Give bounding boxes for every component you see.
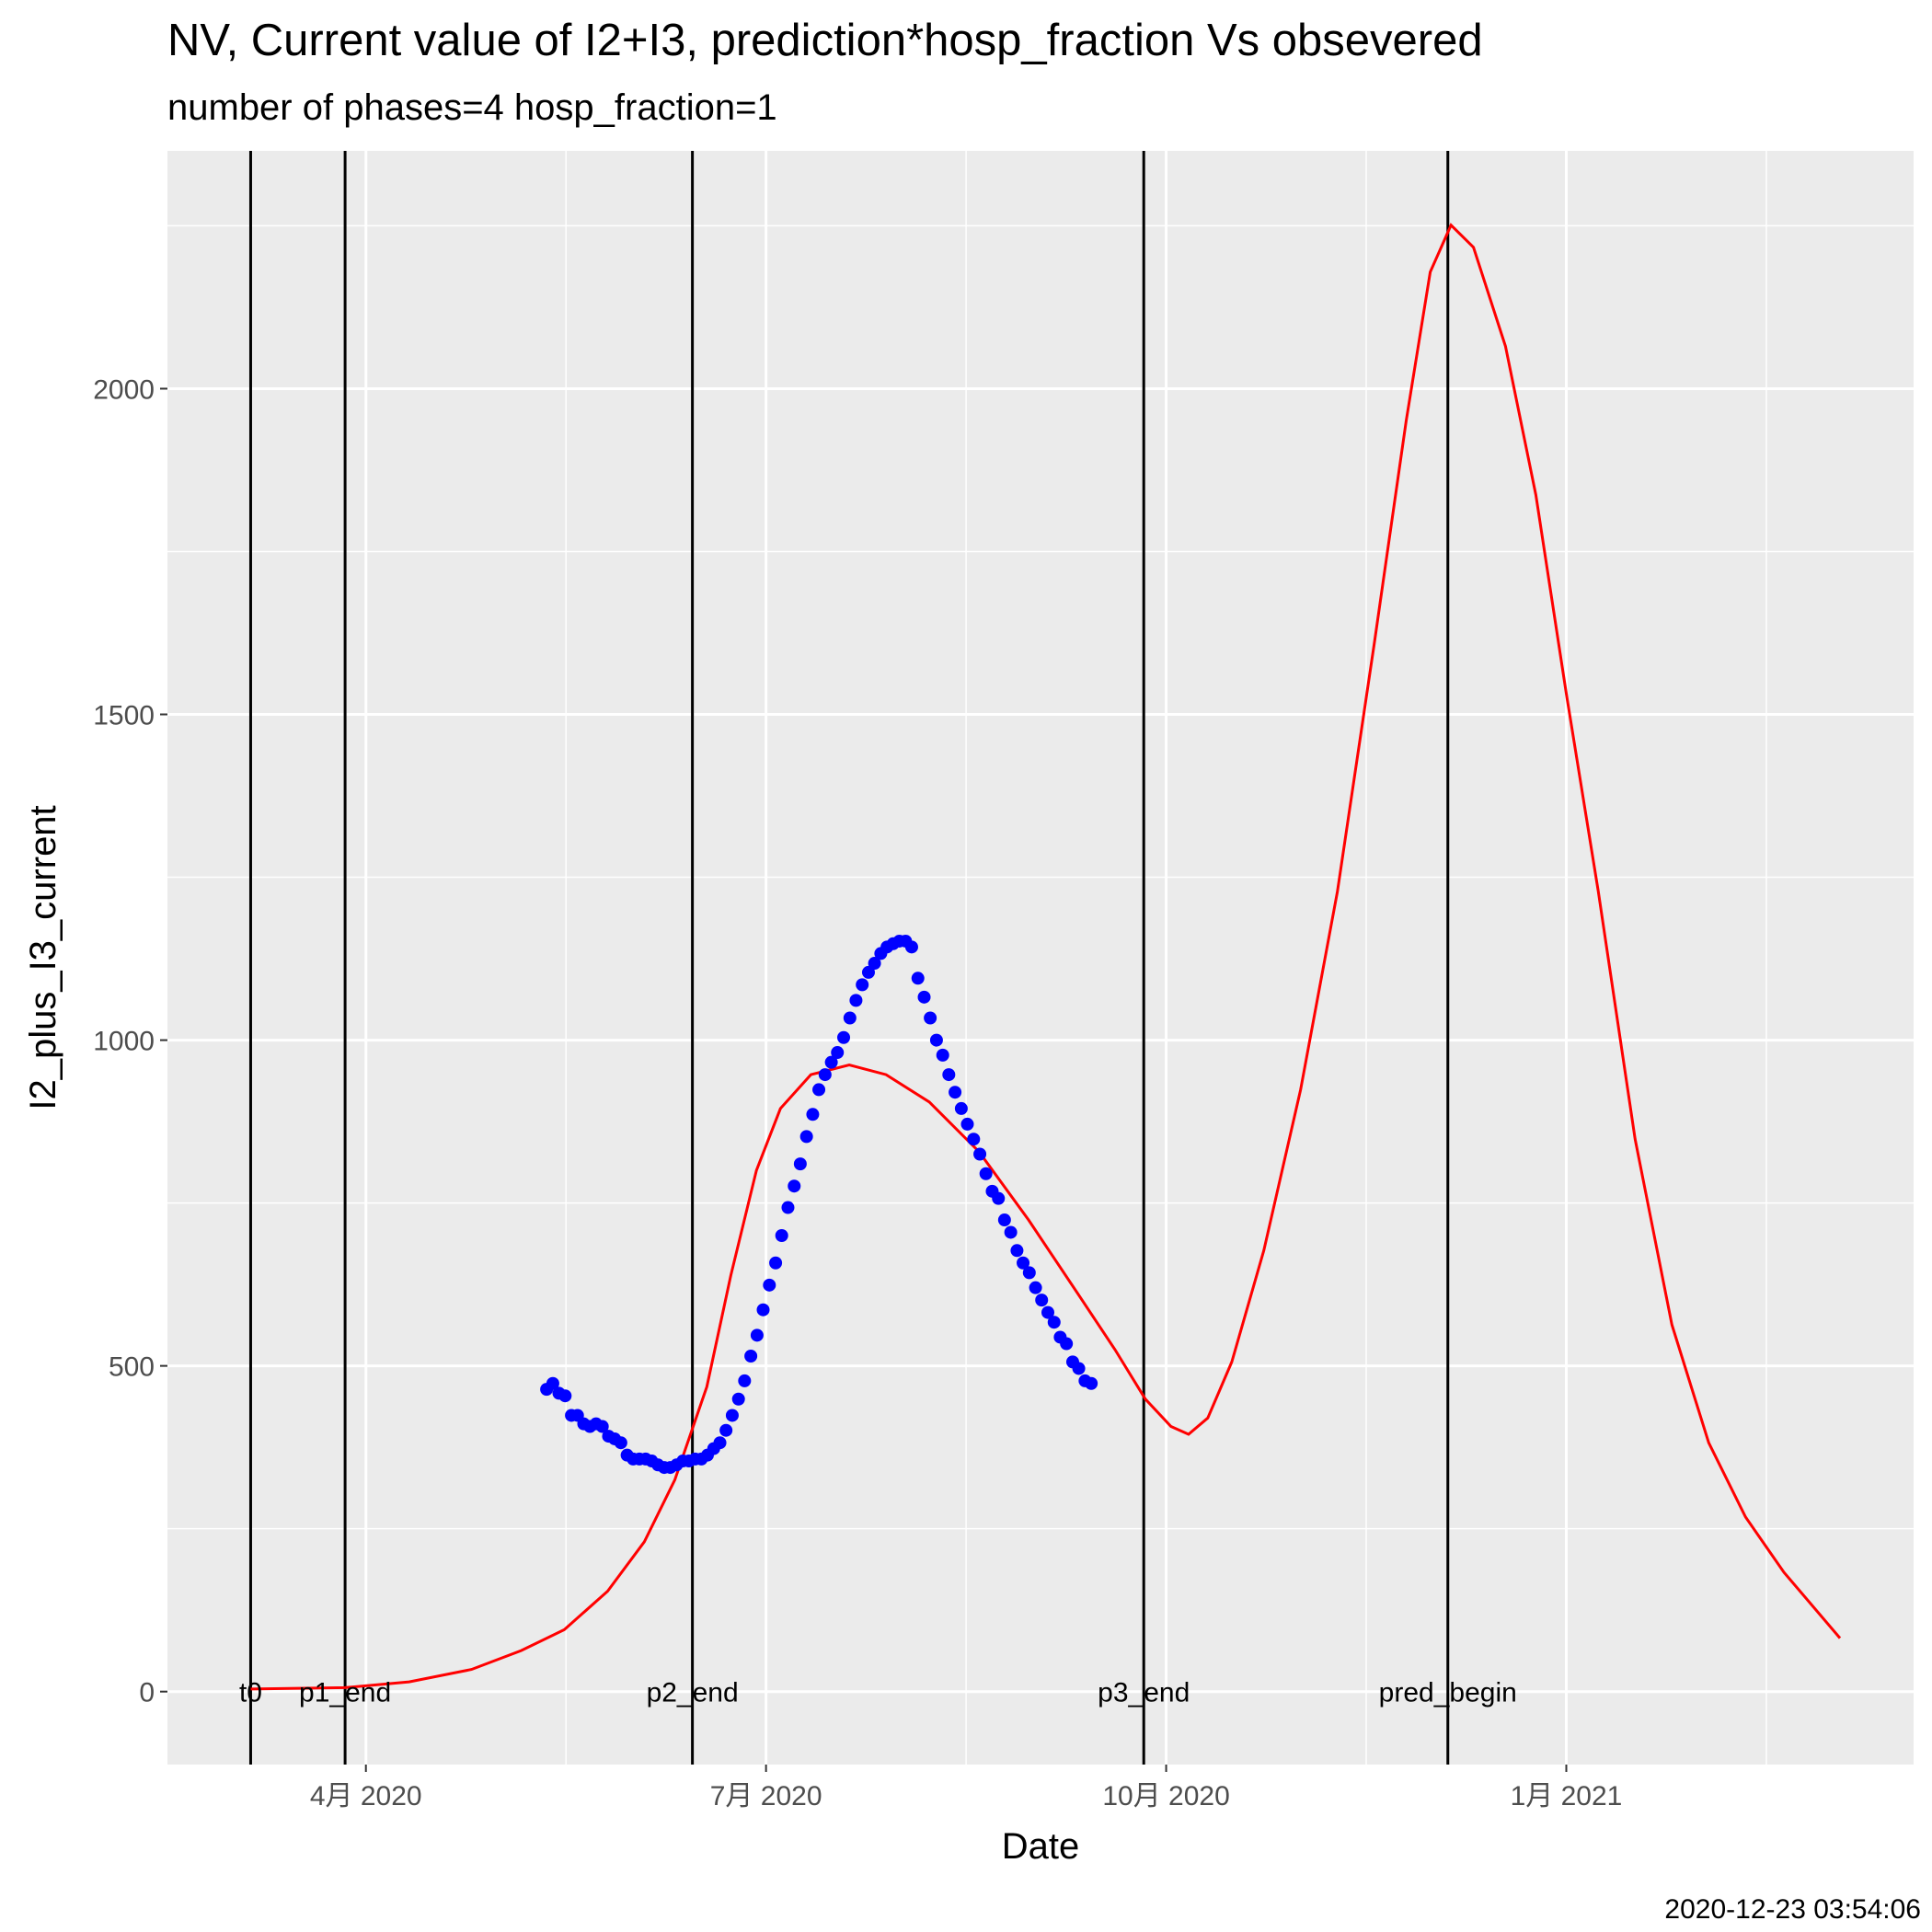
observed-point (788, 1179, 801, 1193)
y-tick-label: 1500 (93, 701, 155, 731)
x-tick-label: 1月 2021 (1511, 1781, 1623, 1811)
observed-point (1022, 1266, 1036, 1280)
phase-label: pred_begin (1379, 1678, 1517, 1708)
observed-point (1047, 1316, 1061, 1329)
observed-point (954, 1101, 968, 1115)
observed-point (806, 1108, 820, 1121)
observed-point (856, 978, 869, 992)
observed-point (861, 965, 875, 979)
observed-point (960, 1117, 974, 1131)
x-tick-label: 4月 2020 (310, 1781, 422, 1811)
observed-point (843, 1011, 857, 1025)
observed-point (725, 1409, 739, 1422)
observed-point (1004, 1225, 1018, 1239)
observed-point (775, 1229, 788, 1243)
observed-point (793, 1157, 807, 1171)
observed-point (1072, 1362, 1086, 1375)
phase-label: p3_end (1098, 1678, 1190, 1708)
observed-point (731, 1392, 745, 1406)
observed-point (750, 1328, 764, 1342)
observed-point (949, 1086, 962, 1099)
phase-label: t0 (239, 1678, 262, 1708)
y-tick-label: 2000 (93, 374, 155, 405)
prediction-line (250, 223, 1842, 1691)
x-tick-label: 7月 2020 (710, 1781, 822, 1811)
observed-point (781, 1201, 795, 1214)
observed-point (546, 1376, 559, 1390)
observed-point (1035, 1294, 1049, 1307)
observed-point (1010, 1244, 1024, 1258)
observed-point (973, 1147, 987, 1161)
observed-point (837, 1030, 851, 1044)
observed-point (942, 1068, 956, 1082)
observed-point (756, 1303, 770, 1317)
phase-label: p2_end (647, 1678, 739, 1708)
observed-point (812, 1083, 826, 1097)
observed-point (558, 1389, 572, 1403)
observed-point (1041, 1305, 1055, 1319)
observed-point (1085, 1376, 1098, 1390)
x-axis-title: Date (1002, 1826, 1080, 1867)
observed-point (738, 1374, 752, 1387)
observed-point (849, 994, 863, 1007)
observed-point (799, 1130, 813, 1144)
observed-point (824, 1055, 838, 1069)
observed-point (831, 1046, 845, 1060)
y-tick-label: 0 (139, 1678, 155, 1708)
observed-point (744, 1350, 758, 1363)
observed-point (1017, 1256, 1030, 1270)
observed-point (967, 1133, 981, 1146)
observed-point (929, 1033, 943, 1047)
x-tick-label: 10月 2020 (1102, 1781, 1229, 1811)
observed-point (911, 972, 925, 985)
observed-point (868, 957, 881, 971)
observed-point (818, 1068, 832, 1082)
observed-point (979, 1167, 993, 1180)
observed-point (997, 1213, 1011, 1227)
observed-point (719, 1423, 733, 1437)
observed-point (1029, 1281, 1042, 1294)
observed-point (936, 1048, 949, 1062)
phase-label: p1_end (299, 1678, 391, 1708)
y-tick-label: 500 (109, 1352, 155, 1383)
chart-title: NV, Current value of I2+I3, prediction*h… (167, 16, 1483, 65)
observed-point (595, 1420, 609, 1433)
y-tick-label: 1000 (93, 1027, 155, 1057)
plot-panel (167, 151, 1914, 1765)
caption: 2020-12-23 03:54:06 (1664, 1894, 1921, 1925)
observed-point (992, 1191, 1006, 1205)
observed-point (763, 1278, 776, 1292)
observed-point (917, 990, 931, 1004)
observed-point (1060, 1337, 1074, 1351)
observed-point (769, 1256, 783, 1270)
chart-subtitle: number of phases=4 hosp_fraction=1 (167, 87, 777, 128)
observed-point (713, 1436, 727, 1450)
observed-point (614, 1436, 627, 1450)
observed-point (904, 940, 918, 954)
observed-point (924, 1011, 937, 1025)
y-axis-title: I2_plus_I3_current (23, 805, 63, 1110)
